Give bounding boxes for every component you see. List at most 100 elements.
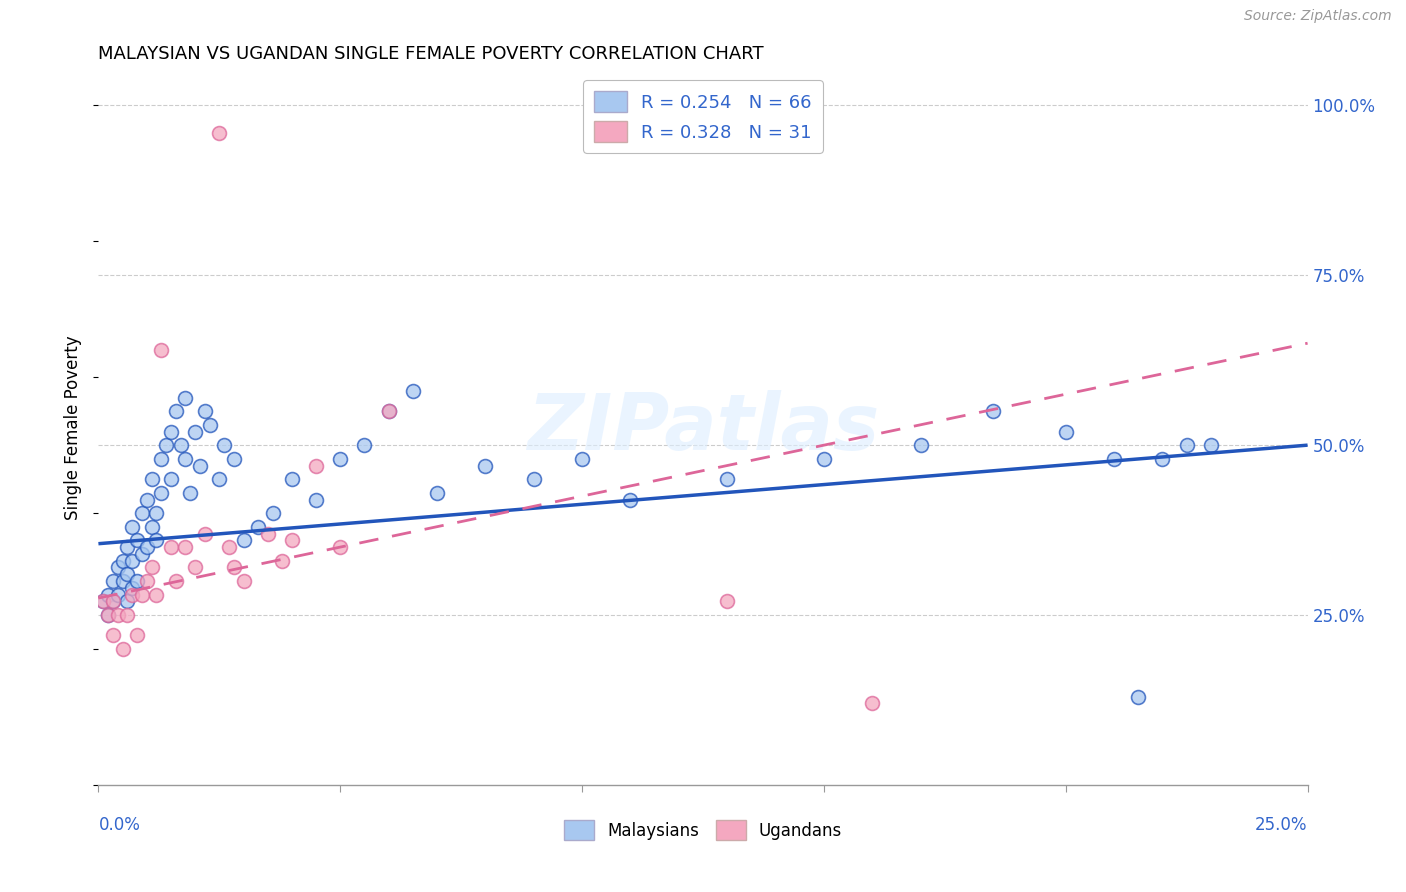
Point <box>117 567 139 582</box>
Point <box>813 451 835 466</box>
Point <box>1102 451 1125 466</box>
Point <box>198 417 221 432</box>
Point <box>212 438 235 452</box>
Point <box>131 547 153 561</box>
Point <box>184 425 207 439</box>
Point <box>619 492 641 507</box>
Point <box>117 540 139 554</box>
Point <box>208 472 231 486</box>
Point <box>135 540 157 554</box>
Point <box>981 404 1004 418</box>
Point <box>150 451 173 466</box>
Point <box>150 343 173 357</box>
Point <box>184 560 207 574</box>
Point <box>571 451 593 466</box>
Point <box>111 554 134 568</box>
Point <box>232 533 254 548</box>
Point <box>188 458 211 473</box>
Point <box>174 451 197 466</box>
Point <box>1199 438 1222 452</box>
Point <box>101 628 124 642</box>
Point <box>121 588 143 602</box>
Point <box>121 519 143 533</box>
Point <box>377 404 399 418</box>
Point <box>111 642 134 657</box>
Point <box>169 438 191 452</box>
Point <box>305 492 328 507</box>
Point <box>1175 438 1198 452</box>
Point <box>305 458 328 473</box>
Text: ZIPatlas: ZIPatlas <box>527 390 879 467</box>
Point <box>97 608 120 623</box>
Point <box>716 472 738 486</box>
Point <box>329 540 352 554</box>
Point <box>271 554 294 568</box>
Point <box>155 438 177 452</box>
Point <box>281 533 304 548</box>
Point <box>910 438 932 452</box>
Text: MALAYSIAN VS UGANDAN SINGLE FEMALE POVERTY CORRELATION CHART: MALAYSIAN VS UGANDAN SINGLE FEMALE POVER… <box>98 45 763 62</box>
Point <box>218 540 240 554</box>
Point <box>131 588 153 602</box>
Point <box>101 594 124 608</box>
Point <box>474 458 496 473</box>
Point <box>353 438 375 452</box>
Point <box>145 588 167 602</box>
Point <box>141 519 163 533</box>
Point <box>247 519 270 533</box>
Point <box>716 594 738 608</box>
Point <box>127 628 149 642</box>
Point <box>256 526 278 541</box>
Point <box>135 574 157 588</box>
Point <box>222 560 245 574</box>
Point <box>377 404 399 418</box>
Point <box>135 492 157 507</box>
Point <box>160 472 183 486</box>
Legend: Malaysians, Ugandans: Malaysians, Ugandans <box>555 812 851 848</box>
Point <box>1152 451 1174 466</box>
Point <box>160 540 183 554</box>
Point <box>208 126 231 140</box>
Point <box>101 574 124 588</box>
Point <box>97 608 120 623</box>
Point <box>262 506 284 520</box>
Point <box>523 472 546 486</box>
Point <box>117 594 139 608</box>
Point <box>165 574 187 588</box>
Point <box>329 451 352 466</box>
Point <box>117 608 139 623</box>
Point <box>97 588 120 602</box>
Point <box>222 451 245 466</box>
Point <box>107 560 129 574</box>
Point <box>174 391 197 405</box>
Point <box>194 526 217 541</box>
Point <box>860 697 883 711</box>
Point <box>281 472 304 486</box>
Point <box>127 533 149 548</box>
Point <box>91 594 114 608</box>
Point <box>1054 425 1077 439</box>
Point <box>127 574 149 588</box>
Point <box>402 384 425 398</box>
Text: Source: ZipAtlas.com: Source: ZipAtlas.com <box>1244 9 1392 23</box>
Point <box>107 588 129 602</box>
Text: 0.0%: 0.0% <box>98 816 141 834</box>
Point <box>232 574 254 588</box>
Point <box>141 472 163 486</box>
Y-axis label: Single Female Poverty: Single Female Poverty <box>65 336 83 520</box>
Point <box>101 594 124 608</box>
Point <box>194 404 217 418</box>
Point <box>179 485 201 500</box>
Point <box>145 533 167 548</box>
Point <box>91 594 114 608</box>
Point <box>1128 690 1150 704</box>
Point <box>145 506 167 520</box>
Point <box>131 506 153 520</box>
Point <box>121 581 143 595</box>
Point <box>141 560 163 574</box>
Point <box>107 608 129 623</box>
Point <box>150 485 173 500</box>
Point <box>160 425 183 439</box>
Point <box>111 574 134 588</box>
Point <box>121 554 143 568</box>
